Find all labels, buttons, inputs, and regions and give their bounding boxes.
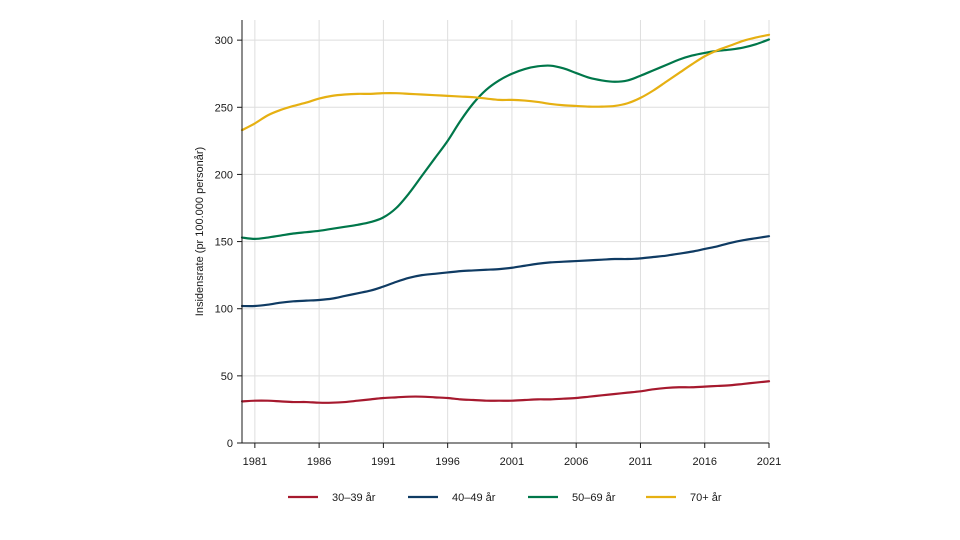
legend-label-4: 70+ år [690,492,722,504]
x-tick-label: 1986 [307,456,331,468]
legend-label-3: 50–69 år [572,492,616,504]
y-axis-ticks: 0 50 100 150 200 250 300 [215,35,242,450]
legend: 30–39 år 40–49 år 50–69 år 70+ år [288,492,722,504]
x-tick-label: 2021 [757,456,781,468]
y-tick-label: 100 [215,304,233,316]
series-line-1 [240,380,771,404]
series-lines [240,33,771,404]
grid-lines [242,20,770,443]
y-tick-label: 150 [215,237,233,249]
y-axis-title: Insidensrate (pr 100.000 personår) [194,147,206,316]
series-line-2 [240,235,771,308]
y-tick-label: 0 [227,438,233,450]
x-axis-ticks: 1981 1986 1991 1996 2001 2006 2011 2016 2021 [243,443,781,468]
series-line-4 [240,33,771,132]
legend-label-1: 30–39 år [332,492,376,504]
y-tick-label: 300 [215,35,233,47]
x-tick-label: 2016 [692,456,716,468]
y-tick-label: 250 [215,102,233,114]
axes [241,20,769,444]
y-tick-label: 50 [221,371,233,383]
x-tick-label: 1981 [243,456,267,468]
y-tick-label: 200 [215,169,233,181]
series-line-3 [240,38,771,240]
x-tick-label: 2011 [629,456,653,468]
x-tick-label: 1996 [435,456,459,468]
x-tick-label: 2001 [500,456,524,468]
x-tick-label: 1991 [371,456,395,468]
x-tick-label: 2006 [564,456,588,468]
legend-label-2: 40–49 år [452,492,496,504]
